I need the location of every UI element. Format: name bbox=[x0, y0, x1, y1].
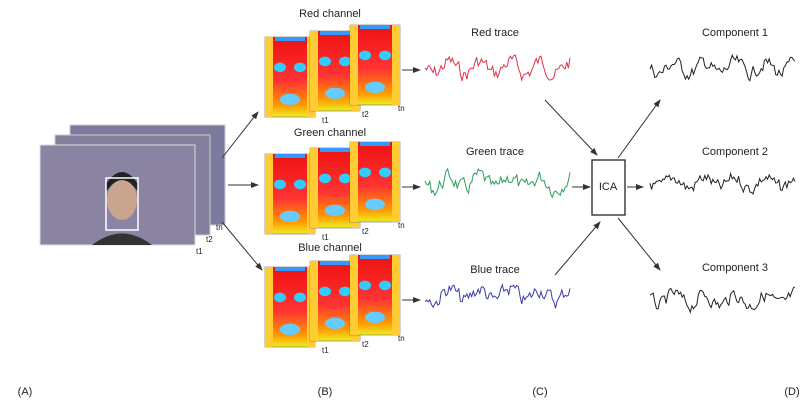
heatmap-edge bbox=[392, 255, 400, 335]
frame-label: tn bbox=[398, 221, 405, 230]
heatmap-edge bbox=[265, 267, 273, 347]
frame-label: t2 bbox=[362, 340, 369, 349]
component-title: Component 3 bbox=[702, 262, 768, 274]
frame-label: tn bbox=[216, 223, 223, 232]
component-trace bbox=[650, 174, 795, 194]
mouth bbox=[365, 312, 385, 323]
trace-title: Blue trace bbox=[470, 264, 520, 276]
mouth bbox=[325, 318, 345, 329]
eye bbox=[319, 57, 331, 67]
trace bbox=[425, 169, 570, 197]
forehead bbox=[320, 148, 350, 152]
mouth bbox=[280, 211, 300, 222]
panel-label: (C) bbox=[532, 386, 547, 398]
frame-label: t2 bbox=[362, 110, 369, 119]
panel-label: (B) bbox=[318, 386, 333, 398]
eye bbox=[359, 168, 371, 178]
eye bbox=[379, 281, 391, 291]
eye bbox=[339, 287, 351, 297]
heatmap-edge bbox=[392, 25, 400, 105]
frame-label: t2 bbox=[362, 227, 369, 236]
frame-label: t1 bbox=[322, 346, 329, 355]
diagram: ICA t1t2tnRed channelt1t2tnGreen channel… bbox=[0, 0, 807, 402]
heatmap-edge bbox=[310, 31, 318, 111]
eye bbox=[274, 63, 286, 73]
heatmap-edge bbox=[265, 154, 273, 234]
arrow bbox=[618, 218, 660, 270]
component-title: Component 1 bbox=[702, 27, 768, 39]
heatmap-edge bbox=[350, 25, 358, 105]
eye bbox=[319, 287, 331, 297]
heatmap-edge bbox=[310, 261, 318, 341]
heatmap-edge bbox=[350, 255, 358, 335]
forehead bbox=[275, 154, 305, 158]
heatmap-edge bbox=[310, 148, 318, 228]
frame-label: tn bbox=[398, 104, 405, 113]
eye bbox=[359, 51, 371, 61]
eye bbox=[294, 63, 306, 73]
mouth bbox=[365, 82, 385, 93]
eye bbox=[274, 293, 286, 303]
forehead bbox=[320, 31, 350, 35]
frame-label: t1 bbox=[322, 116, 329, 125]
mouth bbox=[325, 88, 345, 99]
trace-title: Green trace bbox=[466, 146, 524, 158]
ica-label: ICA bbox=[599, 181, 618, 193]
mouth bbox=[280, 94, 300, 105]
channel-title: Red channel bbox=[299, 8, 361, 20]
forehead bbox=[360, 25, 390, 29]
frame-label: tn bbox=[398, 334, 405, 343]
arrow bbox=[545, 100, 597, 155]
heatmap-edge bbox=[350, 142, 358, 222]
component-trace bbox=[650, 287, 795, 312]
eye bbox=[379, 51, 391, 61]
channel-title: Green channel bbox=[294, 127, 366, 139]
forehead bbox=[320, 261, 350, 265]
panel-label: (A) bbox=[18, 386, 33, 398]
video-frames bbox=[40, 125, 225, 245]
eye bbox=[359, 281, 371, 291]
forehead bbox=[360, 142, 390, 146]
arrow bbox=[555, 222, 600, 275]
frame-label: t2 bbox=[206, 235, 213, 244]
trace bbox=[425, 55, 570, 81]
component-trace bbox=[650, 55, 795, 80]
heatmap-frame bbox=[265, 154, 315, 234]
mouth bbox=[365, 199, 385, 210]
page: { "panels": { "input": {"frame_labels": … bbox=[0, 0, 807, 402]
trace-title: Red trace bbox=[471, 27, 519, 39]
heatmap-frame bbox=[265, 37, 315, 117]
forehead bbox=[275, 37, 305, 41]
arrow bbox=[618, 100, 660, 158]
forehead bbox=[360, 255, 390, 259]
channel-title: Blue channel bbox=[298, 242, 362, 254]
heatmap-frame bbox=[265, 267, 315, 347]
trace bbox=[425, 285, 570, 308]
frame-label: t1 bbox=[322, 233, 329, 242]
mouth bbox=[325, 205, 345, 216]
eye bbox=[294, 180, 306, 190]
eye bbox=[339, 174, 351, 184]
mouth bbox=[280, 324, 300, 335]
heatmap-frame bbox=[350, 142, 400, 222]
arrow bbox=[222, 112, 258, 158]
frame-label: t1 bbox=[196, 247, 203, 256]
arrow bbox=[222, 222, 262, 270]
eye bbox=[294, 293, 306, 303]
heatmap-edge bbox=[265, 37, 273, 117]
component-title: Component 2 bbox=[702, 146, 768, 158]
panel-label: (D) bbox=[784, 386, 799, 398]
eye bbox=[319, 174, 331, 184]
eye bbox=[339, 57, 351, 67]
heatmap-frame bbox=[350, 25, 400, 105]
eye bbox=[379, 168, 391, 178]
forehead bbox=[275, 267, 305, 271]
eye bbox=[274, 180, 286, 190]
heatmap-edge bbox=[392, 142, 400, 222]
heatmap-frame bbox=[350, 255, 400, 335]
